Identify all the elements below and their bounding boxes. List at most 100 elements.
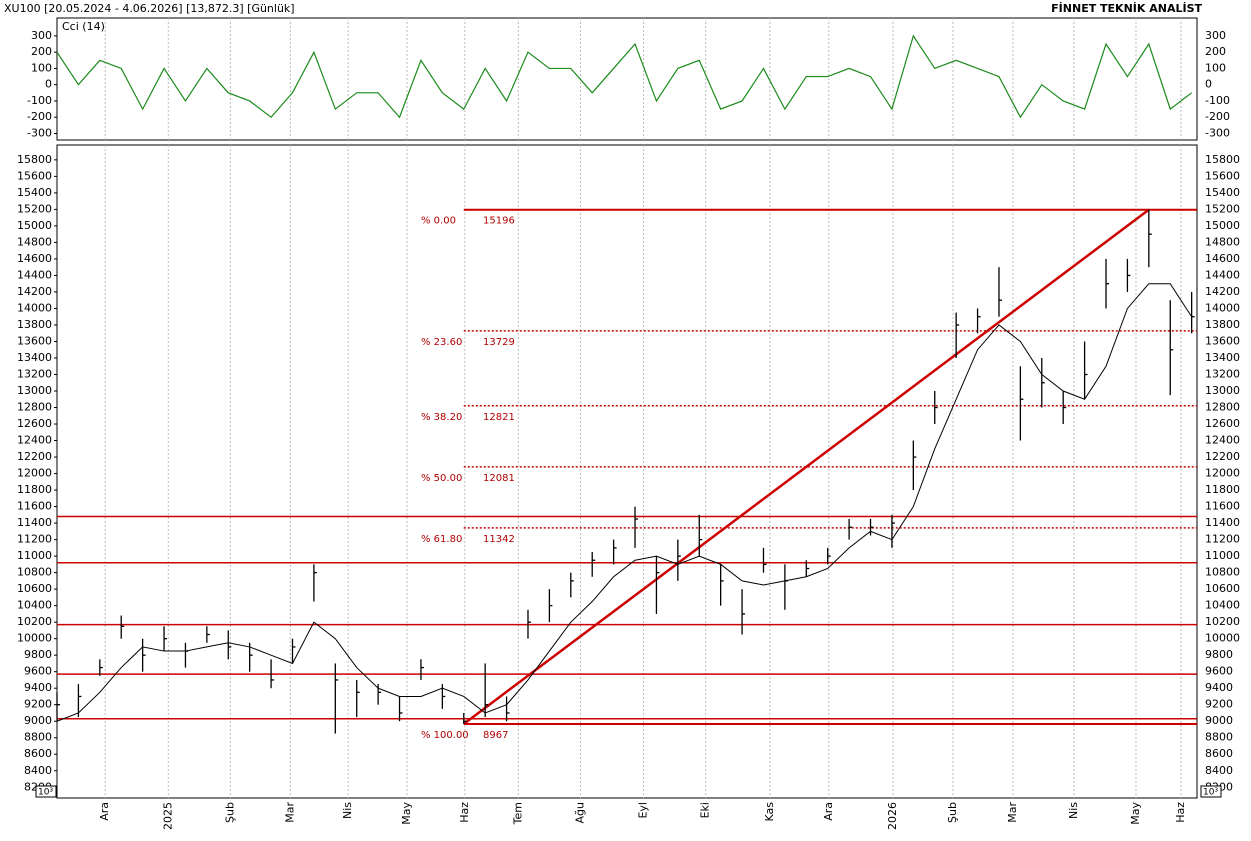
y-tick-label: 12800 — [17, 401, 52, 414]
x-tick-label: Tem — [511, 802, 524, 825]
y-tick-label: 12600 — [1205, 417, 1240, 430]
y-tick-label: 11200 — [1205, 533, 1240, 546]
y-tick-label: 11800 — [1205, 483, 1240, 496]
y-tick-label: 12200 — [1205, 450, 1240, 463]
fib-value: 15196 — [483, 216, 515, 227]
brand: FİNNET TEKNİK ANALİST — [1051, 1, 1202, 15]
y-tick-label: 13400 — [17, 351, 52, 364]
y-tick-label: 14000 — [17, 301, 52, 314]
y-tick-label: 15800 — [17, 153, 52, 166]
x-tick-label: 2026 — [886, 802, 899, 830]
y-tick-label: 13600 — [17, 334, 52, 347]
y-tick-label: 13200 — [17, 367, 52, 380]
y-tick-label: 200 — [31, 45, 52, 58]
y-tick-label: 9600 — [1205, 665, 1233, 678]
y-tick-label: 14600 — [1205, 252, 1240, 265]
scale-box — [1200, 785, 1222, 798]
y-tick-label: 10000 — [17, 632, 52, 645]
fib-label: % 61.80 — [421, 534, 462, 545]
y-tick-label: 13800 — [1205, 318, 1240, 331]
fib-label: % 23.60 — [421, 337, 462, 348]
y-tick-label: 8800 — [1205, 731, 1233, 744]
y-tick-label: 11600 — [17, 500, 52, 513]
y-tick-label: 11200 — [17, 533, 52, 546]
y-tick-label: 14800 — [17, 235, 52, 248]
price-frame — [56, 144, 1198, 799]
y-tick-label: 13000 — [17, 384, 52, 397]
y-tick-label: 15000 — [17, 219, 52, 232]
cci-line — [56, 34, 1193, 119]
y-tick-label: 14200 — [1205, 285, 1240, 298]
y-tick-label: 11600 — [1205, 500, 1240, 513]
y-tick-label: 9800 — [1205, 648, 1233, 661]
y-tick-label: 10200 — [17, 615, 52, 628]
x-tick-label: Haz — [458, 802, 471, 823]
chart-title: XU100 [20.05.2024 - 4.06.2026] [13,872.3… — [4, 2, 295, 15]
y-tick-label: 11000 — [17, 549, 52, 562]
y-tick-label: 8600 — [24, 747, 52, 760]
y-tick-label: -300 — [27, 126, 52, 139]
cci-frame — [56, 17, 1198, 141]
x-tick-label: Şub — [223, 802, 236, 823]
y-tick-label: 9400 — [1205, 681, 1233, 694]
y-tick-label: 13400 — [1205, 351, 1240, 364]
y-tick-label: 9400 — [24, 681, 52, 694]
y-tick-label: -200 — [1205, 110, 1230, 123]
y-tick-label: 12800 — [1205, 401, 1240, 414]
y-tick-label: 15800 — [1205, 153, 1240, 166]
y-tick-label: 300 — [1205, 29, 1226, 42]
y-tick-label: 0 — [1205, 78, 1212, 91]
y-tick-label: 14000 — [1205, 301, 1240, 314]
y-tick-label: 11400 — [1205, 516, 1240, 529]
y-tick-label: 12600 — [17, 417, 52, 430]
x-tick-label: Mar — [1006, 802, 1019, 823]
y-tick-label: 12000 — [17, 467, 52, 480]
y-tick-label: 10400 — [1205, 599, 1240, 612]
y-tick-label: 15000 — [1205, 219, 1240, 232]
fib-value: 13729 — [483, 337, 515, 348]
y-tick-label: 14400 — [1205, 268, 1240, 281]
x-tick-label: Nis — [341, 802, 354, 819]
x-tick-label: Eyl — [637, 802, 650, 819]
y-tick-label: 8400 — [1205, 764, 1233, 777]
x-tick-label: Haz — [1174, 802, 1187, 823]
y-tick-label: 15600 — [1205, 169, 1240, 182]
y-tick-label: 10800 — [1205, 566, 1240, 579]
fib-value: 11342 — [483, 534, 515, 545]
y-tick-label: 100 — [1205, 61, 1226, 74]
scale-label: 10³ — [38, 788, 53, 798]
y-tick-label: 10400 — [17, 599, 52, 612]
y-tick-label: -300 — [1205, 126, 1230, 139]
y-tick-label: 15400 — [1205, 186, 1240, 199]
y-tick-label: 10800 — [17, 566, 52, 579]
y-tick-label: 8800 — [24, 731, 52, 744]
fib-value: 12821 — [483, 412, 515, 423]
y-tick-label: 100 — [31, 61, 52, 74]
y-tick-label: 8600 — [1205, 747, 1233, 760]
y-tick-label: 14400 — [17, 268, 52, 281]
y-tick-label: -200 — [27, 110, 52, 123]
x-tick-label: Ağu — [573, 802, 586, 823]
y-tick-label: 12400 — [1205, 434, 1240, 447]
x-tick-label: 2025 — [161, 802, 174, 830]
y-tick-label: 10200 — [1205, 615, 1240, 628]
y-tick-label: 200 — [1205, 45, 1226, 58]
y-tick-label: 15200 — [1205, 202, 1240, 215]
fib-label: % 100.00 — [421, 730, 469, 741]
y-tick-label: 9000 — [24, 714, 52, 727]
y-tick-label: 12400 — [17, 434, 52, 447]
fib-label: % 50.00 — [421, 473, 462, 484]
y-tick-label: 10600 — [1205, 582, 1240, 595]
scale-label: 10³ — [1203, 788, 1218, 798]
x-tick-label: Ara — [822, 802, 835, 821]
y-tick-label: 15400 — [17, 186, 52, 199]
x-tick-label: Eki — [699, 802, 712, 818]
y-tick-label: -100 — [1205, 94, 1230, 107]
fib-label: % 38.20 — [421, 412, 462, 423]
y-tick-label: 8400 — [24, 764, 52, 777]
scale-box — [35, 785, 57, 798]
y-tick-label: 12200 — [17, 450, 52, 463]
y-tick-label: 12000 — [1205, 467, 1240, 480]
